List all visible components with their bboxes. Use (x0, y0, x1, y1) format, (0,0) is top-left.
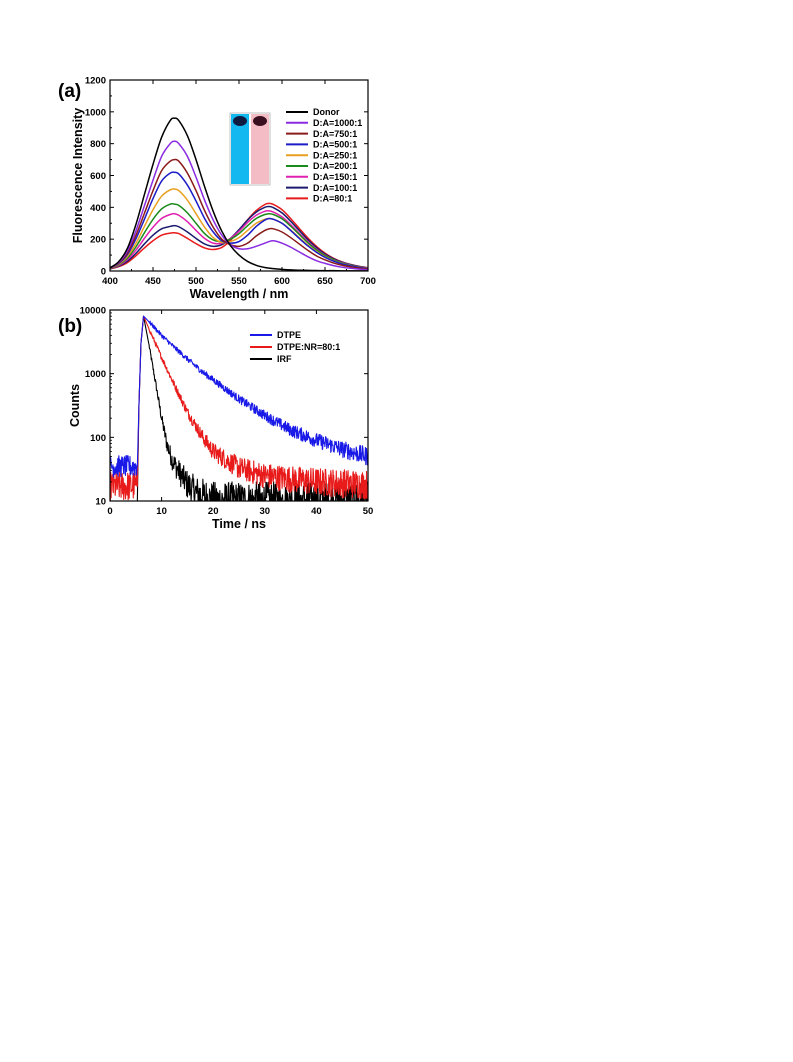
panel-a-label: (a) (58, 81, 81, 102)
blue-cuvette (231, 114, 249, 184)
legend-label-1: DTPE:NR=80:1 (277, 342, 340, 352)
x-tick-label: 50 (363, 506, 374, 517)
x-axis-title: Time / ns (212, 517, 266, 531)
blue-cuvette-cap (233, 116, 247, 126)
x-tick-label: 550 (231, 276, 247, 287)
panel-a-chart: 400 450 500 550 600 650 700 0 200 400 600 800 1000 12… (71, 76, 376, 302)
y-tick-label: 1200 (85, 76, 106, 87)
series-line-1 (110, 140, 368, 271)
legend-label-3: D:A=500:1 (313, 140, 357, 150)
x-tick-label: 450 (145, 276, 161, 287)
y-tick-label: 10000 (80, 306, 106, 317)
legend: DTPE DTPE:NR=80:1 IRF (250, 330, 340, 364)
y-tick-label: 400 (90, 203, 106, 214)
y-tick-label: 10 (95, 497, 106, 508)
panel-b-label: (b) (58, 316, 82, 337)
legend-label-0: DTPE (277, 330, 301, 340)
x-tick-label: 700 (360, 276, 376, 287)
legend-label-8: D:A=80:1 (313, 194, 352, 204)
y-tick-label: 1000 (85, 107, 106, 118)
y-axis-title: Counts (68, 384, 82, 427)
y-axis-title: Fluorescence Intensity (71, 108, 85, 244)
x-tick-label: 650 (317, 276, 333, 287)
legend-label-4: D:A=250:1 (313, 150, 357, 160)
pink-cuvette (251, 114, 269, 184)
x-tick-label: 40 (311, 506, 322, 517)
legend-label-5: D:A=200:1 (313, 161, 357, 171)
series-line-0 (110, 315, 368, 478)
x-axis-title: Wavelength / nm (190, 287, 289, 301)
x-tick-label: 600 (274, 276, 290, 287)
series-line-1 (110, 315, 368, 501)
plot-frame (109, 309, 369, 502)
cuvette-divider (249, 114, 251, 184)
legend: DonorD:A=1000:1D:A=750:1D:A=500:1D:A=250… (286, 107, 362, 204)
series-line-3 (110, 171, 368, 270)
x-tick-label: 30 (260, 506, 271, 517)
y-tick-label: 0 (101, 267, 106, 278)
series-line-5 (110, 202, 368, 270)
x-tick-label: 0 (107, 506, 112, 517)
series-line-2 (110, 158, 368, 270)
pink-cuvette-cap (253, 116, 267, 126)
legend-label-2: D:A=750:1 (313, 129, 357, 139)
series-line-7 (110, 205, 368, 270)
series-line-2 (136, 315, 368, 501)
y-tick-label: 100 (90, 433, 106, 444)
x-tick-label: 400 (102, 276, 118, 287)
legend-label-7: D:A=100:1 (313, 183, 357, 193)
x-tick-label: 10 (156, 506, 167, 517)
legend-label-6: D:A=150:1 (313, 172, 357, 182)
legend-label-0: Donor (313, 107, 340, 117)
x-tick-label: 500 (188, 276, 204, 287)
x-tick-label: 20 (208, 506, 219, 517)
y-tick-label: 200 (90, 235, 106, 246)
y-tick-label: 800 (90, 139, 106, 150)
plot-area (110, 315, 368, 501)
y-tick-label: 600 (90, 171, 106, 182)
inset-cuvette-photo (229, 112, 271, 186)
legend-label-2: IRF (277, 354, 292, 364)
legend-label-1: D:A=1000:1 (313, 118, 362, 128)
y-tick-label: 1000 (85, 369, 106, 380)
